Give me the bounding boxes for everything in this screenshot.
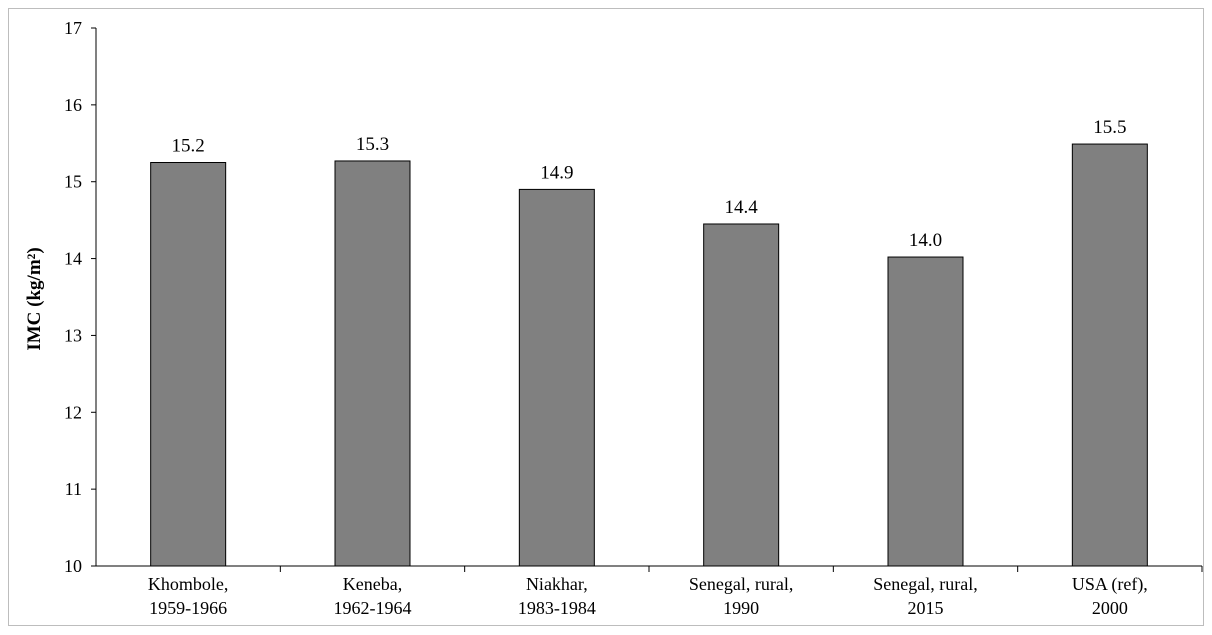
- category-label-0-line-1: 1959-1966: [149, 598, 227, 618]
- y-tick-label-12: 12: [64, 402, 82, 422]
- category-label-3-line-1: 1990: [723, 598, 759, 618]
- category-label-1-line-0: Keneba,: [343, 574, 402, 594]
- y-tick-label-17: 17: [64, 18, 82, 38]
- y-tick-label-11: 11: [65, 479, 82, 499]
- chart-frame: [8, 8, 1204, 626]
- bar-3: [703, 223, 780, 567]
- bar-2: [518, 188, 595, 567]
- data-label-5: 15.5: [1093, 117, 1126, 138]
- data-label-0: 15.2: [172, 136, 205, 157]
- plot-area: IMC (kg/m²) 10 11 12 13 14 15 16 17 15.2 Khombole…: [24, 18, 1203, 618]
- data-label-1: 15.3: [356, 134, 389, 155]
- category-label-2-line-0: Niakhar,: [526, 574, 588, 594]
- category-label-5-line-1: 2000: [1092, 598, 1128, 618]
- category-label-4-line-1: 2015: [908, 598, 944, 618]
- category-label-2-line-1: 1983-1984: [518, 598, 596, 618]
- bar-0: [150, 162, 227, 567]
- y-tick-label-16: 16: [64, 95, 82, 115]
- bar-4: [887, 256, 964, 567]
- bar-5: [1071, 143, 1148, 567]
- y-tick-label-10: 10: [64, 556, 82, 576]
- data-label-4: 14.0: [909, 230, 942, 251]
- data-label-2: 14.9: [540, 162, 573, 183]
- y-tick-label-13: 13: [64, 325, 82, 345]
- y-tick-label-14: 14: [64, 249, 82, 269]
- category-label-4-line-0: Senegal, rural,: [873, 574, 977, 594]
- category-label-0-line-0: Khombole,: [148, 574, 229, 594]
- data-label-3: 14.4: [725, 197, 759, 218]
- y-axis-title: IMC (kg/m²): [24, 247, 45, 350]
- category-label-5-line-0: USA (ref),: [1072, 574, 1148, 595]
- bar-1: [334, 160, 411, 567]
- category-label-3-line-0: Senegal, rural,: [689, 574, 793, 594]
- y-tick-label-15: 15: [64, 172, 82, 192]
- category-label-1-line-1: 1962-1964: [334, 598, 412, 618]
